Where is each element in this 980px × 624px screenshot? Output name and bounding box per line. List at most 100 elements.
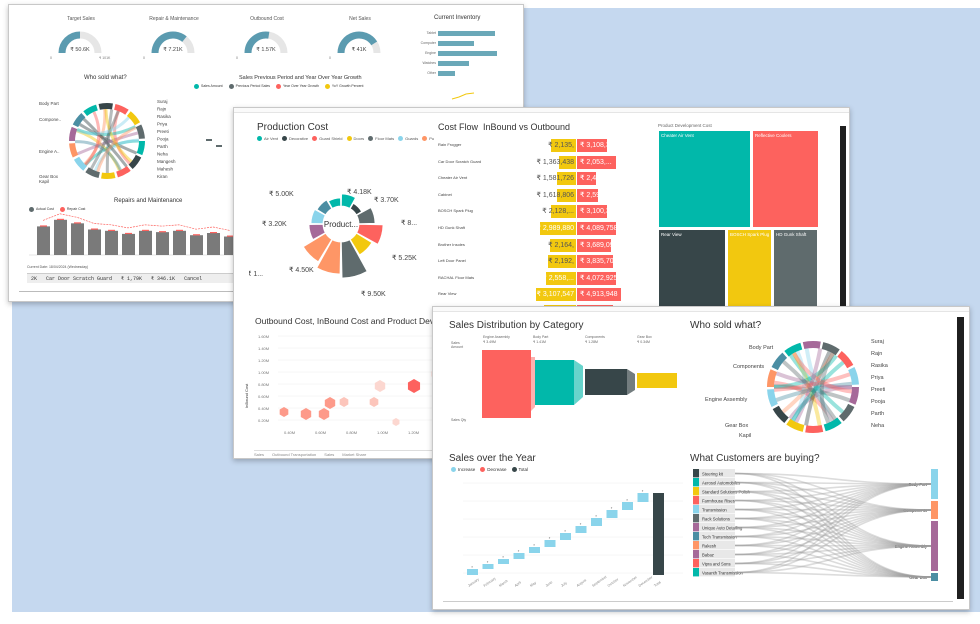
rose-value-label: ₹ 9.50K xyxy=(361,290,386,298)
inbound-value: ₹ 2,192, xyxy=(548,258,574,266)
waterfall-label: ₹ xyxy=(502,555,504,559)
repairs-bar xyxy=(207,233,220,255)
repairs-marker xyxy=(40,225,47,227)
sales-legend-item: Previous Period Sales xyxy=(228,84,270,89)
chord-left-label: Engine A.. xyxy=(39,149,60,154)
repairs-bar xyxy=(88,229,101,255)
chord-arc xyxy=(821,342,840,356)
treemap-label: Reflective Coolers xyxy=(755,133,792,138)
chord-ribbon xyxy=(83,108,107,166)
sankey-left-band xyxy=(699,568,735,577)
chord-right-label: Rasika xyxy=(871,363,889,369)
chord-right-label: Rajn xyxy=(157,107,167,112)
sankey-link xyxy=(734,544,932,578)
chord-left-label: Body Part xyxy=(749,345,774,351)
chord-arc xyxy=(786,418,805,432)
sankey-link xyxy=(734,481,932,511)
chord-ribbon xyxy=(782,360,837,421)
bubble-hex xyxy=(279,407,289,417)
sankey-link xyxy=(734,499,932,578)
dist-header-value: ₹ 3.49M xyxy=(483,340,496,344)
sankey-link xyxy=(734,472,932,578)
waterfall-bar xyxy=(482,564,494,569)
d1-sales-legend: Sales Amount Previous Period Sales Year Ov… xyxy=(194,84,369,89)
rose-value-label: ₹ 4.50K xyxy=(289,266,314,274)
dist-header-value: ₹ 0.34M xyxy=(637,340,650,344)
sankey-link xyxy=(734,509,932,529)
year-legend-label: Increase xyxy=(458,467,476,472)
waterfall-month: March xyxy=(498,579,508,588)
sankey-left-band xyxy=(699,469,735,478)
chord-arc xyxy=(837,351,854,369)
inventory-bar xyxy=(438,71,455,76)
waterfall-label: ₹ xyxy=(549,536,551,540)
sankey-link xyxy=(734,483,932,574)
waterfall-bar xyxy=(467,569,478,575)
page-tab[interactable]: Sales xyxy=(324,452,335,457)
rose-value-label: ₹ 8... xyxy=(401,219,417,227)
waterfall-month: Total xyxy=(653,580,662,588)
chord-ribbon xyxy=(89,110,120,170)
chord-right-label: Parth xyxy=(157,144,168,149)
production-cost-rose-chart: Product... ₹ 5.00K ₹ 4.18K₹ 3.70K ₹ 3.20K ₹ … xyxy=(249,188,417,298)
sales-legend-label: YoY Growth Percent xyxy=(331,84,364,89)
page-tab[interactable]: Outbound Transportation xyxy=(272,452,317,457)
d3-right-scrollbar[interactable] xyxy=(957,317,964,599)
sankey-link xyxy=(734,517,932,547)
production-legend-label: Guard Shield xyxy=(319,136,343,141)
waterfall-bar xyxy=(513,553,525,559)
sankey-link xyxy=(734,499,932,511)
inventory-label: Tablet xyxy=(426,31,436,35)
bubble-hex xyxy=(324,397,336,409)
waterfall-bar xyxy=(591,518,602,526)
sankey-left-band xyxy=(699,496,735,505)
production-legend-label: Floor Mats xyxy=(375,136,395,141)
production-legend-label: Doors xyxy=(353,136,365,141)
production-cost-title: Production Cost xyxy=(257,122,329,133)
inbound-value: ₹ 1,363,438 xyxy=(536,158,574,166)
year-legend: Increase Decrease Total xyxy=(451,467,533,473)
bubble-hex xyxy=(339,397,349,407)
sankey-link xyxy=(734,509,932,556)
chord-left-label: Body Part xyxy=(39,101,60,106)
outbound-bar xyxy=(577,271,616,285)
bubble-chart: 1.60M 1.40M 1.20M 1.00M 0.80M 0.60M 0.40M 0.20M… xyxy=(258,334,438,435)
production-legend-item: Air Vent xyxy=(257,136,278,142)
repairs-bar xyxy=(54,219,67,255)
gauge-title: Net Sales xyxy=(349,16,371,22)
d1-chord-chart: Body Part Compone.. Engine A.. Gear BoxKapi… xyxy=(39,99,176,184)
cost-flow-label: HD Gunk Shaft xyxy=(438,225,465,230)
repairs-legend-label: Repair Cost xyxy=(66,207,86,212)
chord-arc xyxy=(72,112,86,128)
sankey-right-label: Gear Box xyxy=(909,575,928,580)
sankey-left-label: Rack Solutions xyxy=(702,517,730,522)
repairs-marker xyxy=(210,232,217,234)
repairs-bar xyxy=(156,232,169,255)
gauge-max: ₹ 101K xyxy=(99,56,111,60)
sankey-left-node xyxy=(693,487,699,496)
rose-value-label: ₹ 3.20K xyxy=(262,220,287,228)
inventory-bar xyxy=(438,61,469,66)
gauge-title: Target Sales xyxy=(67,16,95,22)
repairs-legend-label: Actual Cost xyxy=(36,207,54,212)
sankey-link xyxy=(734,562,932,578)
sankey-link xyxy=(734,483,932,565)
sankey-link xyxy=(734,481,932,547)
page-tab[interactable]: Market Share xyxy=(342,452,367,457)
year-legend-item: Increase xyxy=(451,467,476,473)
page-tab[interactable]: Sales xyxy=(254,452,265,457)
waterfall-month: August xyxy=(576,578,587,588)
chord-ribbon xyxy=(93,138,140,172)
chord-ribbon xyxy=(794,348,823,424)
chord-left-label: Gear Box xyxy=(725,423,748,429)
d1-summary-row: 2K Car Door Scratch Guard ₹ 1,79K ₹ 346.1K C… xyxy=(27,273,247,283)
d2-right-scrollbar[interactable] xyxy=(840,126,846,306)
summary-cell: ₹ 346.1K xyxy=(151,276,176,282)
gauge-min: 0 xyxy=(143,56,145,60)
chord-arc xyxy=(767,389,778,407)
chord-arc xyxy=(114,103,129,115)
gauge-value: ₹ 7.21K xyxy=(163,47,183,53)
sankey-left-node xyxy=(693,514,699,523)
inbound-bar xyxy=(536,288,576,302)
chord-right-label: Suraj xyxy=(157,99,168,104)
